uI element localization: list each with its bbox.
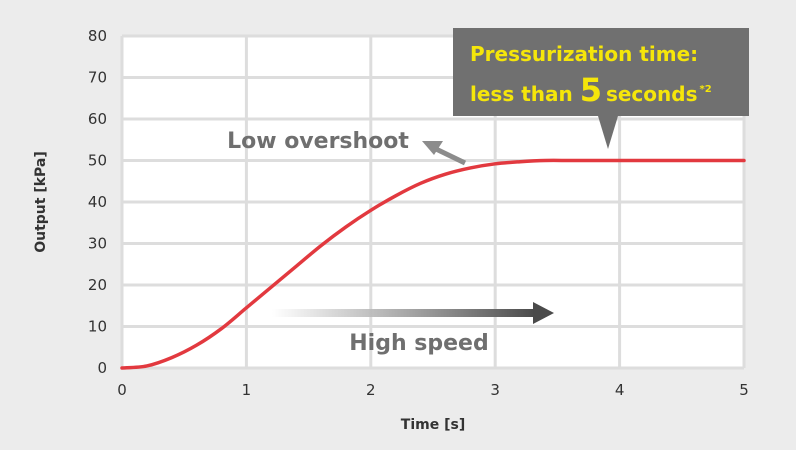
low-overshoot-arrow-shaft xyxy=(434,146,467,166)
x-axis-title: Time [s] xyxy=(401,417,465,433)
callout-box xyxy=(453,28,749,116)
y-tick-label: 10 xyxy=(88,318,107,336)
y-tick-label: 60 xyxy=(88,110,107,128)
high-speed-label: High speed xyxy=(349,331,488,356)
y-tick-label: 50 xyxy=(88,152,107,170)
high-speed-arrow-shaft xyxy=(272,309,535,317)
callout-line2: less than 5 seconds *2 xyxy=(470,71,712,109)
pressurization-callout: Pressurization time: less than 5 seconds *… xyxy=(453,28,749,149)
y-tick-label: 30 xyxy=(88,235,107,253)
low-overshoot-label: Low overshoot xyxy=(227,129,409,154)
x-tick-label: 3 xyxy=(490,381,500,399)
y-tick-label: 40 xyxy=(88,193,107,211)
callout-less-than: less than xyxy=(470,82,580,106)
callout-footnote: *2 xyxy=(699,84,711,95)
callout-pointer xyxy=(598,116,618,149)
x-tick-label: 4 xyxy=(615,381,625,399)
y-tick-label: 80 xyxy=(88,27,107,45)
x-tick-label: 2 xyxy=(366,381,376,399)
callout-seconds: seconds xyxy=(606,82,698,106)
y-axis-title: Output [kPa] xyxy=(33,151,49,253)
high-speed-arrow-head xyxy=(533,302,554,324)
y-tick-label: 70 xyxy=(88,69,107,87)
low-overshoot-arrow-head xyxy=(422,141,443,155)
callout-number: 5 xyxy=(580,71,602,109)
x-tick-label: 1 xyxy=(242,381,252,399)
x-tick-label: 5 xyxy=(739,381,749,399)
output-curve xyxy=(120,158,746,370)
y-tick-label: 20 xyxy=(88,276,107,294)
y-tick-label: 0 xyxy=(97,359,107,377)
callout-line1: Pressurization time: xyxy=(470,42,698,66)
x-tick-label: 0 xyxy=(117,381,127,399)
